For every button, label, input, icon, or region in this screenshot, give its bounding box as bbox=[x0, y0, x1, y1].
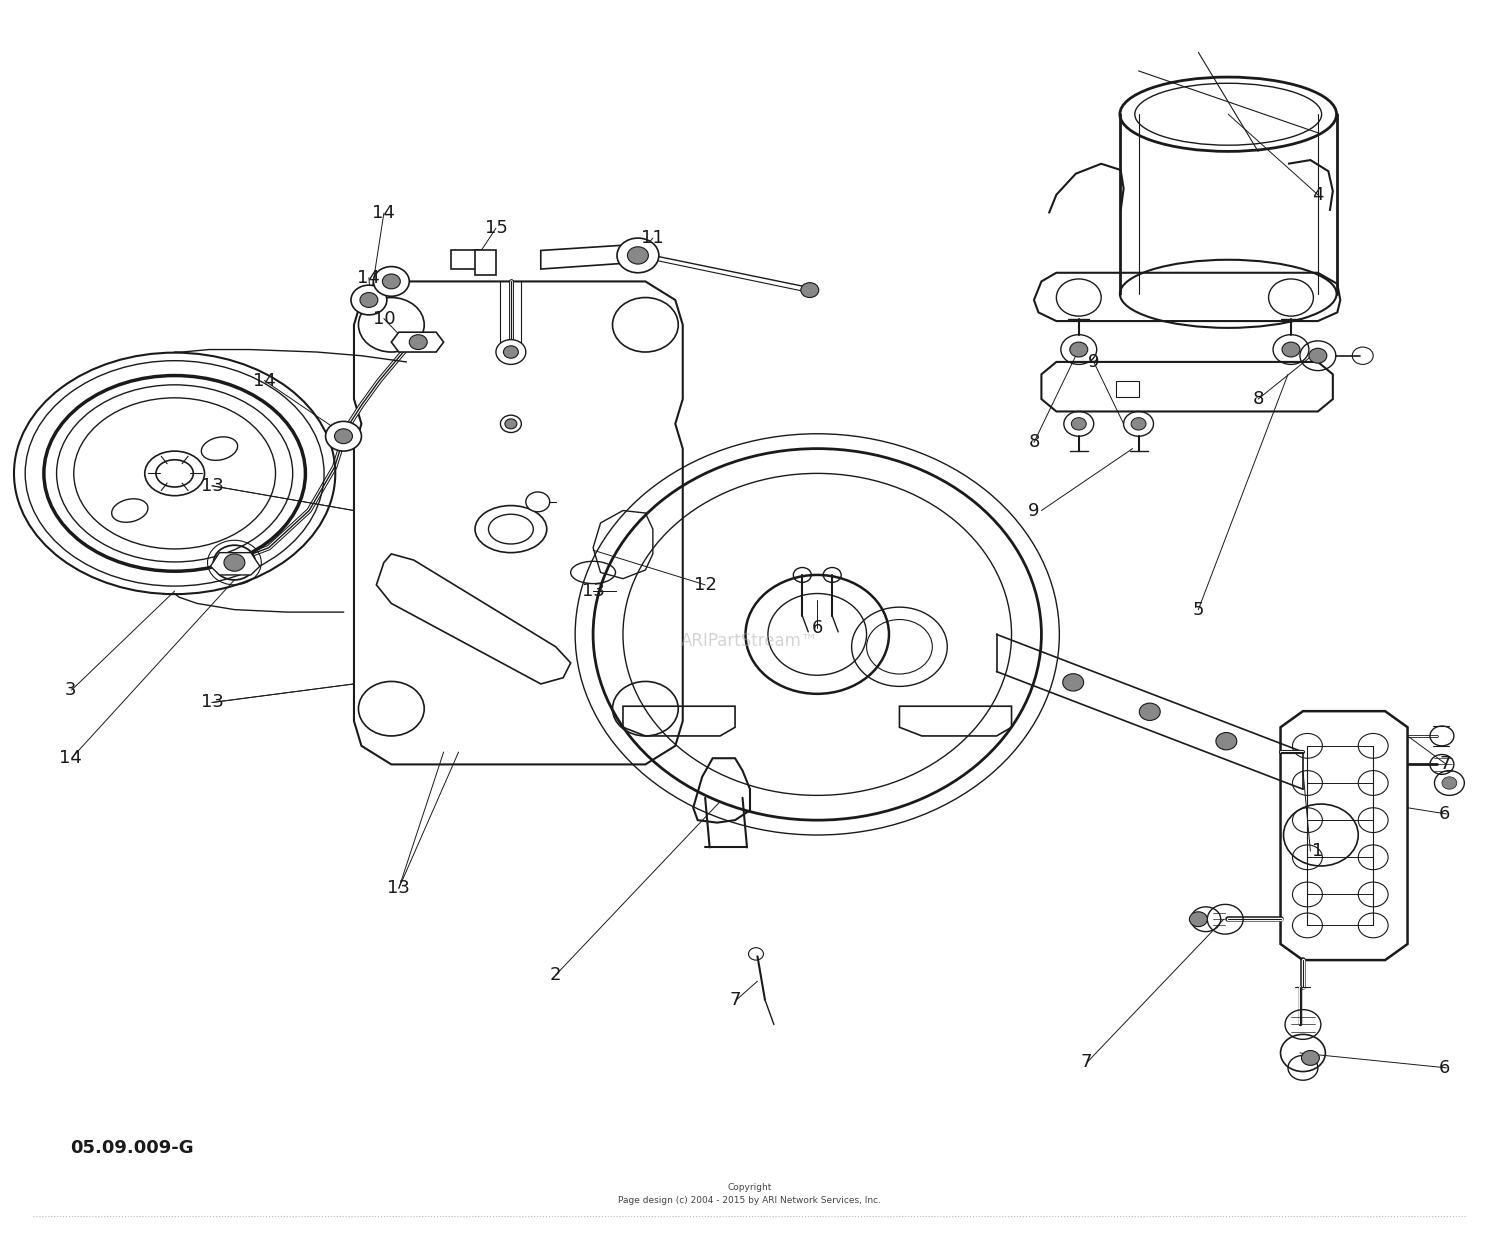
Circle shape bbox=[616, 238, 658, 272]
Text: 2: 2 bbox=[550, 965, 561, 984]
Polygon shape bbox=[354, 281, 682, 764]
Polygon shape bbox=[476, 250, 496, 275]
Polygon shape bbox=[376, 554, 570, 684]
Circle shape bbox=[410, 335, 428, 350]
Text: 7: 7 bbox=[729, 990, 741, 1009]
Text: 6: 6 bbox=[1438, 1059, 1450, 1077]
Circle shape bbox=[1071, 418, 1086, 430]
Text: 05.09.009-G: 05.09.009-G bbox=[70, 1140, 194, 1157]
Text: 8: 8 bbox=[1029, 433, 1039, 452]
Text: 7: 7 bbox=[1080, 1052, 1092, 1071]
Ellipse shape bbox=[74, 398, 276, 549]
Text: 7: 7 bbox=[1438, 755, 1450, 774]
Circle shape bbox=[1302, 1050, 1320, 1065]
Text: 1: 1 bbox=[1312, 842, 1323, 860]
Text: 13: 13 bbox=[201, 693, 223, 712]
Circle shape bbox=[1216, 733, 1237, 750]
Polygon shape bbox=[210, 552, 260, 575]
Circle shape bbox=[801, 282, 819, 297]
Circle shape bbox=[326, 422, 362, 452]
Circle shape bbox=[1282, 342, 1300, 357]
Polygon shape bbox=[1034, 272, 1341, 321]
Text: 13: 13 bbox=[387, 880, 410, 897]
Circle shape bbox=[374, 266, 410, 296]
Text: 9: 9 bbox=[1088, 353, 1100, 371]
Polygon shape bbox=[392, 332, 444, 352]
Circle shape bbox=[504, 346, 519, 358]
Circle shape bbox=[506, 419, 518, 429]
Text: 8: 8 bbox=[1252, 391, 1264, 408]
Text: 10: 10 bbox=[372, 310, 394, 327]
Circle shape bbox=[627, 246, 648, 264]
Text: 12: 12 bbox=[693, 576, 717, 593]
Circle shape bbox=[224, 554, 245, 571]
Text: 15: 15 bbox=[484, 219, 507, 238]
Circle shape bbox=[382, 274, 400, 289]
Text: 6: 6 bbox=[812, 620, 824, 637]
Text: ARIPartStream™: ARIPartStream™ bbox=[681, 632, 819, 649]
Circle shape bbox=[334, 429, 352, 444]
Text: 14: 14 bbox=[372, 204, 396, 223]
Circle shape bbox=[501, 415, 522, 433]
Circle shape bbox=[1190, 912, 1208, 927]
Circle shape bbox=[526, 491, 549, 511]
Polygon shape bbox=[542, 244, 642, 269]
Text: 11: 11 bbox=[642, 229, 664, 248]
Text: 14: 14 bbox=[58, 749, 81, 768]
Polygon shape bbox=[1041, 362, 1334, 412]
Text: 4: 4 bbox=[1312, 185, 1323, 204]
Circle shape bbox=[1062, 674, 1083, 692]
Text: 9: 9 bbox=[1028, 501, 1039, 520]
Circle shape bbox=[1140, 703, 1160, 720]
Text: 13: 13 bbox=[582, 582, 604, 600]
Circle shape bbox=[1131, 418, 1146, 430]
Text: 13: 13 bbox=[201, 476, 223, 495]
Circle shape bbox=[351, 285, 387, 315]
Text: Copyright
Page design (c) 2004 - 2015 by ARI Network Services, Inc.: Copyright Page design (c) 2004 - 2015 by… bbox=[618, 1183, 882, 1205]
Circle shape bbox=[1310, 348, 1328, 363]
Text: 5: 5 bbox=[1192, 601, 1204, 618]
Text: 6: 6 bbox=[1438, 805, 1450, 824]
Text: 14: 14 bbox=[357, 269, 381, 286]
Polygon shape bbox=[1281, 712, 1407, 960]
Circle shape bbox=[1070, 342, 1088, 357]
Circle shape bbox=[496, 340, 526, 364]
Text: 3: 3 bbox=[64, 682, 76, 699]
Circle shape bbox=[1442, 776, 1456, 789]
Text: 14: 14 bbox=[254, 372, 276, 389]
Circle shape bbox=[360, 292, 378, 307]
Polygon shape bbox=[452, 250, 482, 269]
